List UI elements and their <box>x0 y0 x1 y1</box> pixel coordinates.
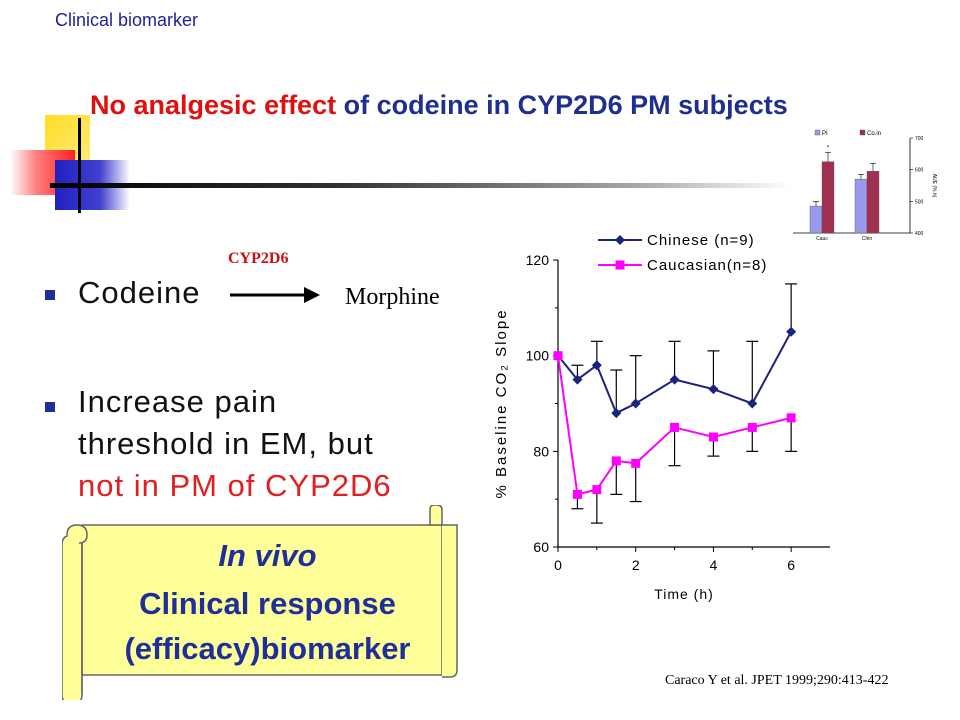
x-tick-label: 2 <box>632 557 640 573</box>
product-label: Morphine <box>345 284 440 310</box>
y-tick-label: 60 <box>533 539 549 555</box>
data-point-square <box>592 485 602 495</box>
citation: Caraco Y et al. JPET 1999;290:413-422 <box>665 673 889 688</box>
data-point-square <box>553 351 563 361</box>
y-axis-label: % Baseline CO₂ Slope <box>493 308 510 498</box>
y-tick-label: 120 <box>526 252 550 268</box>
arrow-icon <box>230 287 320 303</box>
y-tick-label: 80 <box>533 443 549 459</box>
mini-bar <box>866 171 880 234</box>
scroll-line-1: In vivo <box>218 538 317 573</box>
scroll-line-3: (efficacy)biomarker <box>124 631 411 666</box>
mini-y-tick-label: 600 <box>915 168 924 174</box>
data-point-square <box>631 458 641 468</box>
mini-legend-swatch <box>859 129 866 136</box>
bullet-2-line-1: Increase pain <box>78 384 278 419</box>
legend-label: Caucasian(n=8) <box>647 257 767 274</box>
data-point-diamond <box>630 398 641 409</box>
mini-legend-label: Co.in <box>867 131 881 137</box>
x-tick-label: 0 <box>554 557 562 573</box>
main-line-chart: 60 80 100 120 0 2 4 6 Time (h) % Baseline CO₂ Slo… <box>493 232 830 602</box>
data-point-square <box>747 422 757 432</box>
mini-y-tick-label: 400 <box>915 231 924 237</box>
legend-marker-square <box>615 260 625 270</box>
legend-marker-diamond <box>615 235 625 245</box>
x-tick-label: 4 <box>710 557 718 573</box>
mini-legend-swatch <box>814 129 821 136</box>
mini-legend-label: PI <box>822 131 828 137</box>
bullet-1-text: Codeine <box>78 275 201 310</box>
data-point-square <box>786 413 796 423</box>
scroll-banner <box>62 505 458 700</box>
mini-category-label: Cauc <box>816 236 828 242</box>
bullet-marker-2 <box>45 402 55 412</box>
mini-y-tick-label: 700 <box>915 136 924 142</box>
data-point-square <box>708 432 718 442</box>
data-point-diamond <box>669 374 680 385</box>
data-point-diamond <box>591 360 602 371</box>
title-rule <box>50 183 790 188</box>
title-blue-part: of codeine in CYP2D6 PM subjects <box>343 90 788 120</box>
mini-y-tick-label: 500 <box>915 199 924 205</box>
mini-bar <box>854 178 868 234</box>
data-point-diamond <box>747 398 758 409</box>
legend-label: Chinese (n=9) <box>647 232 755 249</box>
mini-significance-mark: * <box>827 145 830 151</box>
x-tick-label: 6 <box>787 557 795 573</box>
bullet-2-line-2: threshold in EM, but <box>78 426 374 461</box>
data-point-square <box>611 456 621 466</box>
mini-bar-chart: 400 500 600 700 AUE (%.h) Cauc Chin * PI Co.in <box>793 129 937 242</box>
bullet-marker-1 <box>45 290 55 300</box>
x-axis-label: Time (h) <box>654 586 714 602</box>
data-point-diamond <box>786 326 797 337</box>
mini-y-axis-label: AUE (%.h) <box>931 174 937 198</box>
mini-bar <box>821 161 835 234</box>
title-red-part: No analgesic effect <box>90 90 337 120</box>
data-point-square <box>670 422 680 432</box>
slide-title: No analgesic effect of codeine in CYP2D6… <box>90 90 788 121</box>
scroll-line-2: Clinical response <box>139 586 396 621</box>
data-point-square <box>572 489 582 499</box>
data-point-diamond <box>572 374 583 385</box>
enzyme-label: CYP2D6 <box>228 250 289 267</box>
data-point-diamond <box>611 408 622 419</box>
data-point-diamond <box>708 384 719 395</box>
mini-category-label: Chin <box>862 236 873 242</box>
decor-vertical-line <box>78 118 81 213</box>
bullet-2-line-3: not in PM of CYP2D6 <box>78 468 392 503</box>
y-tick-label: 100 <box>526 348 550 364</box>
header-label: Clinical biomarker <box>55 10 199 30</box>
